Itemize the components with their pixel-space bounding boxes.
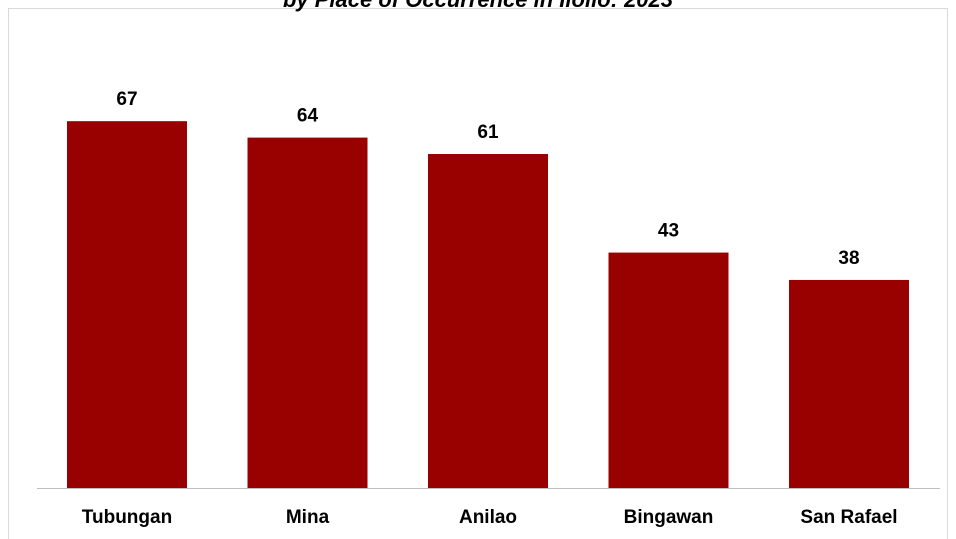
category-label-bingawan: Bingawan [624,507,714,528]
category-label-anilao: Anilao [459,507,517,528]
category-label-tubungan: Tubungan [82,507,172,528]
chart-title: by Place of Occurrence in Iloilo: 2023 [0,0,956,13]
bar-san-rafael [789,279,909,488]
bars-group [67,121,909,489]
value-label-bingawan: 43 [658,221,679,242]
value-label-tubungan: 67 [116,89,137,110]
value-label-san-rafael: 38 [838,248,859,269]
category-label-san-rafael: San Rafael [800,507,897,528]
value-label-mina: 64 [297,106,319,127]
value-label-anilao: 61 [477,122,499,143]
bar-anilao [428,154,548,488]
category-label-mina: Mina [286,507,330,528]
chart-frame [8,8,948,539]
bar-mina [247,137,368,488]
bar-tubungan [67,121,187,489]
category-labels-group: Tubungan Mina Anilao Bingawan San Rafael [82,507,898,528]
value-labels-group: 67 64 61 43 38 [116,89,859,269]
bar-bingawan [608,252,729,488]
